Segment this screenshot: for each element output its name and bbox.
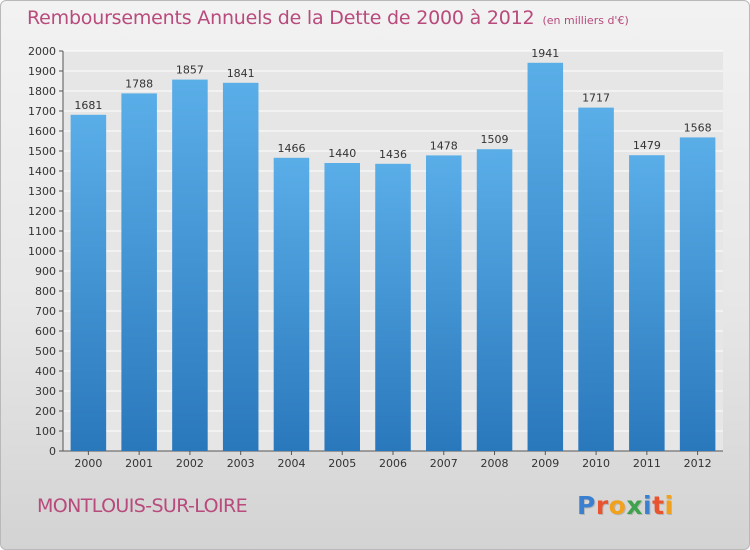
chart-unit: (en milliers d'€): [542, 14, 629, 27]
bar: [679, 137, 716, 451]
y-tick-label: 400: [35, 365, 56, 378]
y-tick-label: 200: [35, 405, 56, 418]
x-tick-label: 2011: [633, 457, 661, 470]
y-tick-label: 1700: [28, 105, 56, 118]
bar-value-label: 1788: [125, 77, 153, 90]
x-tick-label: 2008: [481, 457, 509, 470]
logo-letter: i: [664, 491, 674, 520]
bar: [222, 82, 259, 452]
proxiti-logo: Proxiti: [577, 491, 674, 520]
commune-name: MONTLOUIS-SUR-LOIRE: [37, 495, 248, 517]
y-tick-label: 500: [35, 345, 56, 358]
logo-letter: i: [643, 491, 653, 520]
bar-value-label: 1466: [277, 142, 305, 155]
y-tick-label: 1200: [28, 205, 56, 218]
bar: [426, 155, 462, 451]
logo-letter: t: [652, 491, 665, 520]
bar: [578, 107, 614, 451]
y-tick-label: 100: [35, 425, 56, 438]
y-tick-label: 1400: [28, 165, 56, 178]
bar: [70, 114, 107, 452]
logo-letter: P: [577, 491, 596, 520]
chart-title: Remboursements Annuels de la Dette de 20…: [27, 7, 535, 29]
bar: [476, 149, 513, 451]
x-tick-label: 2000: [74, 457, 102, 470]
bar-value-label: 1717: [582, 92, 610, 105]
bar-value-label: 1479: [633, 139, 661, 152]
y-tick-label: 1000: [28, 245, 56, 258]
bar: [324, 163, 360, 451]
x-tick-label: 2012: [684, 457, 712, 470]
bar-value-label: 1509: [481, 133, 509, 146]
bar-value-label: 1440: [328, 147, 356, 160]
bar-value-label: 1681: [74, 99, 102, 112]
y-tick-label: 1600: [28, 125, 56, 138]
logo-letter: r: [595, 491, 609, 520]
bar-value-label: 1841: [227, 67, 255, 80]
x-tick-label: 2001: [125, 457, 153, 470]
x-tick-label: 2005: [328, 457, 356, 470]
y-tick-label: 1800: [28, 85, 56, 98]
chart-title-block: Remboursements Annuels de la Dette de 20…: [27, 7, 629, 29]
y-tick-label: 300: [35, 385, 56, 398]
y-tick-label: 900: [35, 265, 56, 278]
bar-value-label: 1478: [430, 139, 458, 152]
y-tick-label: 1100: [28, 225, 56, 238]
y-tick-label: 600: [35, 325, 56, 338]
logo-letter: x: [626, 491, 643, 520]
x-tick-label: 2009: [531, 457, 559, 470]
x-tick-label: 2002: [176, 457, 204, 470]
y-tick-label: 1900: [28, 65, 56, 78]
bar-value-label: 1941: [531, 47, 559, 60]
bar-value-label: 1436: [379, 148, 407, 161]
logo-letter: o: [608, 491, 627, 520]
bar: [527, 62, 564, 452]
x-tick-label: 2010: [582, 457, 610, 470]
bar: [629, 155, 665, 451]
bar: [375, 163, 411, 452]
x-tick-label: 2006: [379, 457, 407, 470]
bar: [273, 157, 310, 452]
y-tick-label: 1500: [28, 145, 56, 158]
x-tick-label: 2003: [227, 457, 255, 470]
x-tick-label: 2004: [277, 457, 305, 470]
y-tick-label: 1300: [28, 185, 56, 198]
bar: [121, 93, 157, 452]
x-tick-label: 2007: [430, 457, 458, 470]
y-tick-label: 700: [35, 305, 56, 318]
y-tick-label: 0: [49, 445, 56, 458]
bar-value-label: 1568: [684, 121, 712, 134]
y-tick-label: 2000: [28, 45, 56, 58]
y-tick-label: 800: [35, 285, 56, 298]
bar-value-label: 1857: [176, 64, 204, 77]
bar: [172, 79, 208, 451]
